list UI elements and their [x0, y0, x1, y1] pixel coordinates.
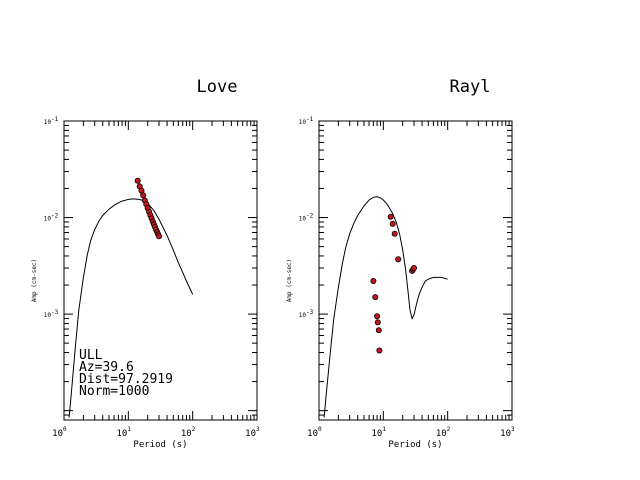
- x-tick-label-base: 10: [500, 429, 511, 439]
- model-curve: [68, 198, 194, 418]
- observed-point: [389, 220, 396, 227]
- y-tick-label-exp: -2: [306, 213, 314, 220]
- plot-frame: [318, 120, 513, 421]
- y-axis-label: Amp (cm-sec): [31, 259, 38, 302]
- observed-point: [387, 213, 394, 220]
- y-tick-label-exp: -1: [51, 116, 59, 123]
- y-tick-label-base: 10: [299, 216, 307, 223]
- y-tick-label-exp: -3: [306, 309, 314, 316]
- observed-point: [134, 177, 141, 184]
- observed-point: [140, 192, 147, 199]
- observed-point: [376, 347, 383, 354]
- x-tick-label-exp: 0: [318, 426, 322, 433]
- x-tick-label-exp: 1: [127, 426, 131, 433]
- observed-point: [374, 313, 381, 320]
- observed-point: [155, 233, 162, 240]
- x-tick-label-exp: 3: [256, 426, 260, 433]
- station-annotation: Az=39.6: [79, 360, 134, 375]
- x-tick-label-exp: 2: [447, 426, 451, 433]
- x-tick-label-base: 10: [181, 429, 192, 439]
- plot-frame: [63, 120, 258, 421]
- x-axis-label: Period (s): [133, 440, 187, 450]
- y-tick-label-base: 10: [44, 216, 52, 223]
- x-tick-label-base: 10: [371, 429, 382, 439]
- y-axis-label: Amp (cm-sec): [286, 259, 293, 302]
- x-tick-label-base: 10: [116, 429, 127, 439]
- x-tick-label-exp: 0: [63, 426, 67, 433]
- x-tick-label-base: 10: [307, 429, 318, 439]
- observed-point: [374, 319, 381, 326]
- x-tick-label-base: 10: [436, 429, 447, 439]
- y-tick-label-base: 10: [299, 312, 307, 319]
- observed-point: [391, 230, 398, 237]
- y-tick-label-base: 10: [44, 312, 52, 319]
- y-tick-label-exp: -1: [306, 116, 314, 123]
- observed-point: [372, 294, 379, 301]
- x-tick-label-base: 10: [245, 429, 256, 439]
- y-tick-label-exp: -3: [51, 309, 59, 316]
- observed-point: [410, 264, 417, 271]
- station-annotation: Dist=97.2919: [79, 372, 173, 387]
- observed-point: [370, 277, 377, 284]
- model-curve: [323, 196, 448, 418]
- y-tick-label-base: 10: [44, 119, 52, 126]
- x-axis-label: Period (s): [388, 440, 442, 450]
- observed-point: [375, 327, 382, 334]
- station-annotation: Norm=1000: [79, 384, 149, 399]
- x-tick-label-exp: 1: [382, 426, 386, 433]
- x-tick-label-base: 10: [52, 429, 63, 439]
- chart-title: Love: [197, 77, 238, 97]
- chart-title: Rayl: [450, 77, 491, 97]
- x-tick-label-exp: 3: [511, 426, 515, 433]
- observed-point: [395, 256, 402, 263]
- station-annotation: ULL: [79, 348, 103, 363]
- x-tick-label-exp: 2: [192, 426, 196, 433]
- y-tick-label-exp: -2: [51, 213, 59, 220]
- y-tick-label-base: 10: [299, 119, 307, 126]
